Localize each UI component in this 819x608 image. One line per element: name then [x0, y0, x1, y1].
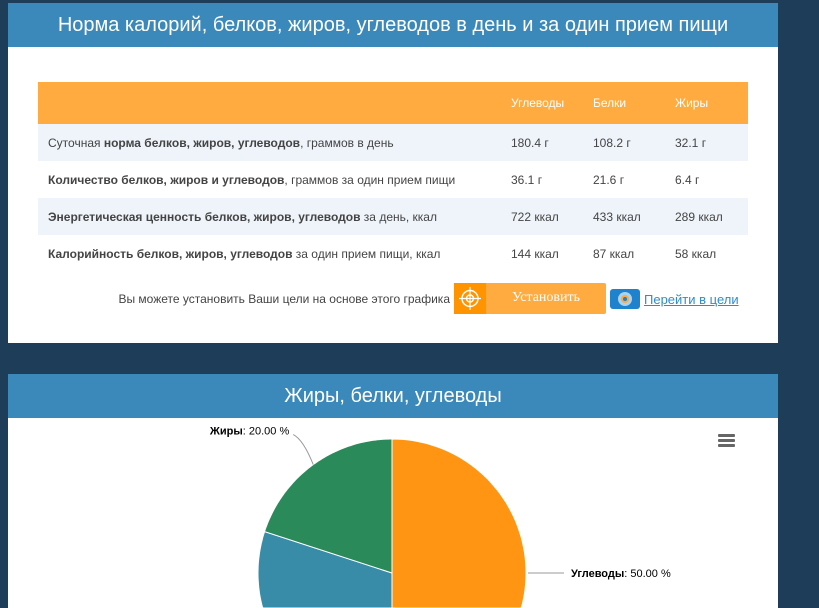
set-goals-button[interactable]: Установить [454, 283, 606, 314]
macros-chart-card: Жиры, белки, углеводы Углеводы: 50.00 % Ж… [8, 374, 778, 608]
col-header: Жиры [674, 82, 748, 124]
row-value: 36.1 г [511, 172, 543, 187]
goal-text: Вы можете установить Ваши цели на основе… [118, 292, 450, 306]
row-value: 180.4 г [510, 124, 592, 161]
target-icon [454, 283, 486, 314]
row-value: 289 ккал [674, 198, 748, 235]
row-value: 433 ккал [592, 198, 674, 235]
table-row: Количество белков, жиров и углеводов, гр… [38, 161, 748, 198]
table-row: Калорийность белков, жиров, углеводов за… [38, 235, 748, 272]
pie-data-label: Жиры: 20.00 % [209, 426, 290, 438]
chart-menu-icon[interactable] [718, 434, 735, 449]
row-value: 21.6 г [593, 172, 625, 187]
card-title: Норма калорий, белков, жиров, углеводов … [8, 3, 778, 47]
row-value: 144 ккал [511, 246, 559, 261]
table-row: Суточная норма белков, жиров, углеводов,… [38, 124, 748, 161]
row-value: 6.4 г [675, 172, 700, 187]
row-label: Энергетическая ценность белков, жиров, у… [38, 198, 510, 235]
goto-goals-link[interactable]: Перейти в цели [644, 292, 739, 307]
row-value: 108.2 г [592, 124, 674, 161]
row-value: 32.1 г [674, 124, 748, 161]
row-label: Суточная норма белков, жиров, углеводов,… [38, 124, 510, 161]
row-value: 722 ккал [510, 198, 592, 235]
label-connector [292, 434, 314, 465]
col-header [38, 82, 510, 124]
pie-slice-0[interactable] [391, 438, 527, 608]
col-header: Белки [592, 82, 674, 124]
nutrition-table: Углеводы Белки Жиры Суточная норма белко… [38, 82, 748, 272]
pie-slice-1[interactable] [257, 530, 393, 608]
pie-chart: Углеводы: 50.00 % Жиры: 20.00 % [209, 426, 671, 608]
col-header: Углеводы [510, 82, 592, 124]
chart-title: Жиры, белки, углеводы [8, 374, 778, 418]
row-value: 58 ккал [675, 246, 717, 261]
row-label: Калорийность белков, жиров, углеводов за… [48, 246, 441, 261]
row-label: Количество белков, жиров и углеводов, гр… [48, 172, 456, 187]
row-value: 87 ккал [593, 246, 635, 261]
table-row: Энергетическая ценность белков, жиров, у… [38, 198, 748, 235]
nutrition-norm-card: Норма калорий, белков, жиров, углеводов … [8, 3, 778, 343]
goals-target-icon[interactable] [610, 289, 640, 309]
pie-data-label: Углеводы: 50.00 % [571, 568, 671, 580]
